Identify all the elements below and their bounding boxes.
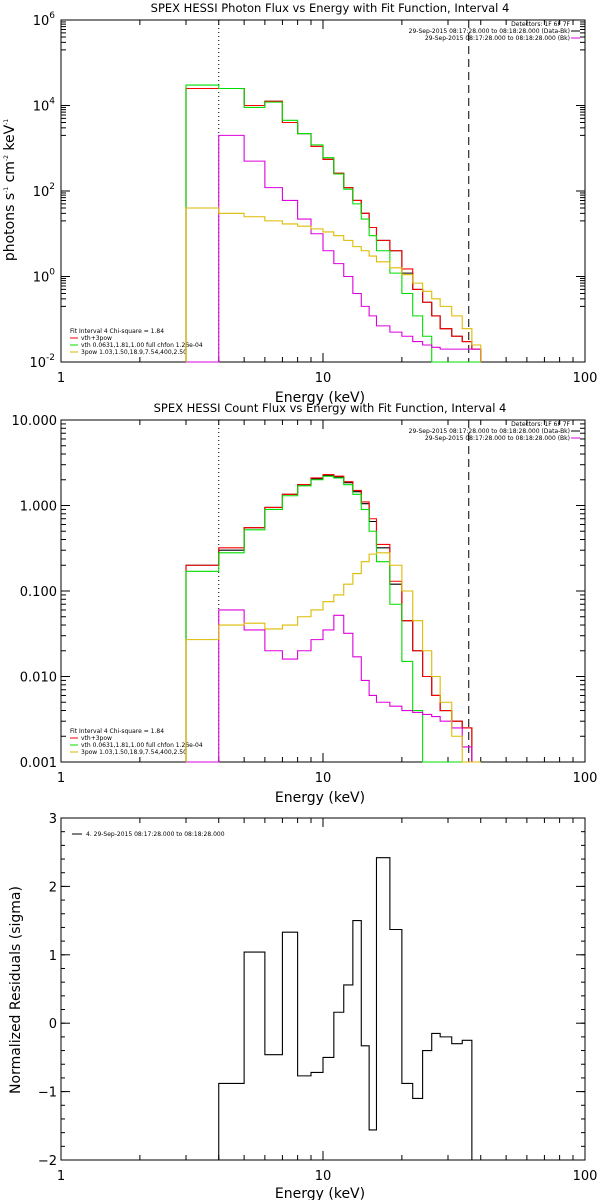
count-flux-title: SPEX HESSI Count Flux vs Energy with Fit… (154, 401, 507, 415)
residuals-y-tick-label: 1 (49, 949, 57, 964)
photon-flux-y-tick-base: 10 (33, 14, 50, 29)
count-flux-y-tick-label: 10.000 (12, 414, 58, 429)
photon-flux-y-tick-base: 10 (33, 100, 50, 115)
photon-flux-y-tick-exp: -2 (46, 353, 55, 363)
count-flux-bottom-legend-text: 3pow 1.03,1.50,18.9,7.54,400,2.50 (81, 749, 187, 756)
photon-flux-y-tick-label: 106 (33, 11, 56, 29)
count-flux-y-tick-label: 0.100 (20, 585, 57, 600)
count-flux-x-tick-label: 10 (315, 771, 332, 786)
photon-flux-panel: SPEX HESSI Photon Flux vs Energy with Fi… (2, 1, 597, 406)
photon-flux-series-0 (185, 87, 482, 362)
photon-flux-bottom-legend-text: vth 0.0631,1.81,1.00 full chfon 1.26e-04 (81, 342, 203, 349)
photon-flux-top-legend-text: 29-Sep-2015 08:17:28.000 to 08:18:28.000… (409, 28, 570, 35)
photon-flux-series-2 (185, 84, 481, 363)
residuals-y-axis-label: Normalized Residuals (sigma) (8, 886, 24, 1094)
count-flux-panel: SPEX HESSI Count Flux vs Energy with Fit… (12, 401, 598, 806)
count-flux-plot-frame (60, 419, 586, 763)
count-flux-bottom-legend: Fit Interval 4 Chi-square = 1.84vth+3pow… (70, 728, 203, 756)
residuals-x-axis-label: Energy (keV) (275, 1186, 365, 1200)
photon-flux-top-legend-text: 29-Sep-2015 08:17:28.000 to 08:18:28.000… (425, 35, 570, 42)
count-flux-x-axis-label: Energy (keV) (275, 790, 365, 806)
photon-flux-bottom-legend: Fit Interval 4 Chi-square = 1.84vth+3pow… (70, 328, 203, 356)
count-flux-series-3 (186, 609, 481, 763)
photon-flux-title: SPEX HESSI Photon Flux vs Energy with Fi… (151, 1, 510, 15)
photon-flux-series-3 (186, 134, 482, 363)
residuals-series-0 (218, 857, 473, 1160)
photon-flux-y-tick-base: 10 (29, 356, 46, 371)
count-flux-top-legend-text: 29-Sep-2015 08:17:28.000 to 08:18:28.000… (425, 435, 570, 442)
residuals-legend-text: 4. 29-Sep-2015 08:17:28.000 to 08:18:28.… (86, 831, 225, 838)
photon-flux-y-tick-base: 10 (33, 271, 50, 286)
count-flux-y-tick-label: 1.000 (20, 500, 57, 515)
photon-flux-plot-frame (60, 19, 586, 363)
photon-flux-y-tick-label: 102 (33, 182, 55, 200)
photon-flux-x-tick-label: 10 (315, 371, 332, 386)
count-flux-series-4 (185, 552, 481, 763)
count-flux-top-legend-text: Detectors: 1F 6F 7F (511, 421, 570, 428)
count-flux-x-tick-label: 1 (57, 771, 65, 786)
residuals-y-tick-label: 3 (49, 812, 57, 827)
count-flux-y-tick-label: 0.010 (20, 671, 57, 686)
photon-flux-series-1 (185, 87, 482, 362)
photon-flux-bottom-legend-text: vth+3pow (81, 335, 112, 342)
photon-flux-x-tick-label: 100 (573, 371, 598, 386)
count-flux-bottom-legend-text: vth+3pow (81, 735, 112, 742)
count-flux-y-tick-label: 0.001 (20, 756, 57, 771)
residuals-legend: 4. 29-Sep-2015 08:17:28.000 to 08:18:28.… (72, 831, 225, 838)
photon-flux-top-legend-text: Detectors: 1F 6F 7F (511, 21, 570, 28)
count-flux-series-2 (185, 475, 481, 763)
photon-flux-y-tick-base: 10 (33, 185, 50, 200)
count-flux-top-legend-text: 29-Sep-2015 08:17:28.000 to 08:18:28.000… (409, 428, 570, 435)
photon-flux-y-tick-label: 100 (33, 268, 56, 286)
photon-flux-x-axis-label: Energy (keV) (275, 390, 365, 406)
photon-flux-y-tick-label: 10-2 (29, 353, 55, 371)
count-flux-bottom-legend-text: vth 0.0631,1.81,1.00 full chfon 1.26e-04 (81, 742, 203, 749)
photon-flux-y-axis-label: photons s-1 cm-2 keV-1 (2, 119, 18, 261)
residuals-x-tick-label: 1 (57, 1169, 65, 1184)
photon-flux-bottom-legend-text: 3pow 1.03,1.50,18.9,7.54,400,2.50 (81, 349, 187, 356)
residuals-y-tick-label: −1 (38, 1086, 57, 1101)
residuals-y-tick-label: 0 (49, 1017, 57, 1032)
photon-flux-series-4 (185, 207, 482, 362)
residuals-y-tick-label: −2 (38, 1154, 57, 1169)
residuals-plot-frame (60, 817, 586, 1161)
residuals-x-tick-label: 10 (315, 1169, 332, 1184)
photon-flux-y-tick-exp: 6 (49, 11, 55, 21)
residuals-x-tick-label: 100 (573, 1169, 598, 1184)
photon-flux-y-tick-label: 104 (33, 97, 56, 115)
residuals-panel: 4. 29-Sep-2015 08:17:28.000 to 08:18:28.… (8, 812, 597, 1200)
photon-flux-y-tick-exp: 0 (49, 268, 55, 278)
photon-flux-y-tick-exp: 4 (49, 97, 55, 107)
count-flux-bottom-legend-text: Fit Interval 4 Chi-square = 1.84 (70, 728, 164, 735)
count-flux-x-tick-label: 100 (573, 771, 598, 786)
residuals-y-tick-label: 2 (49, 880, 57, 895)
photon-flux-x-tick-label: 1 (57, 371, 65, 386)
photon-flux-y-tick-exp: 2 (49, 182, 55, 192)
photon-flux-bottom-legend-text: Fit Interval 4 Chi-square = 1.84 (70, 328, 164, 335)
